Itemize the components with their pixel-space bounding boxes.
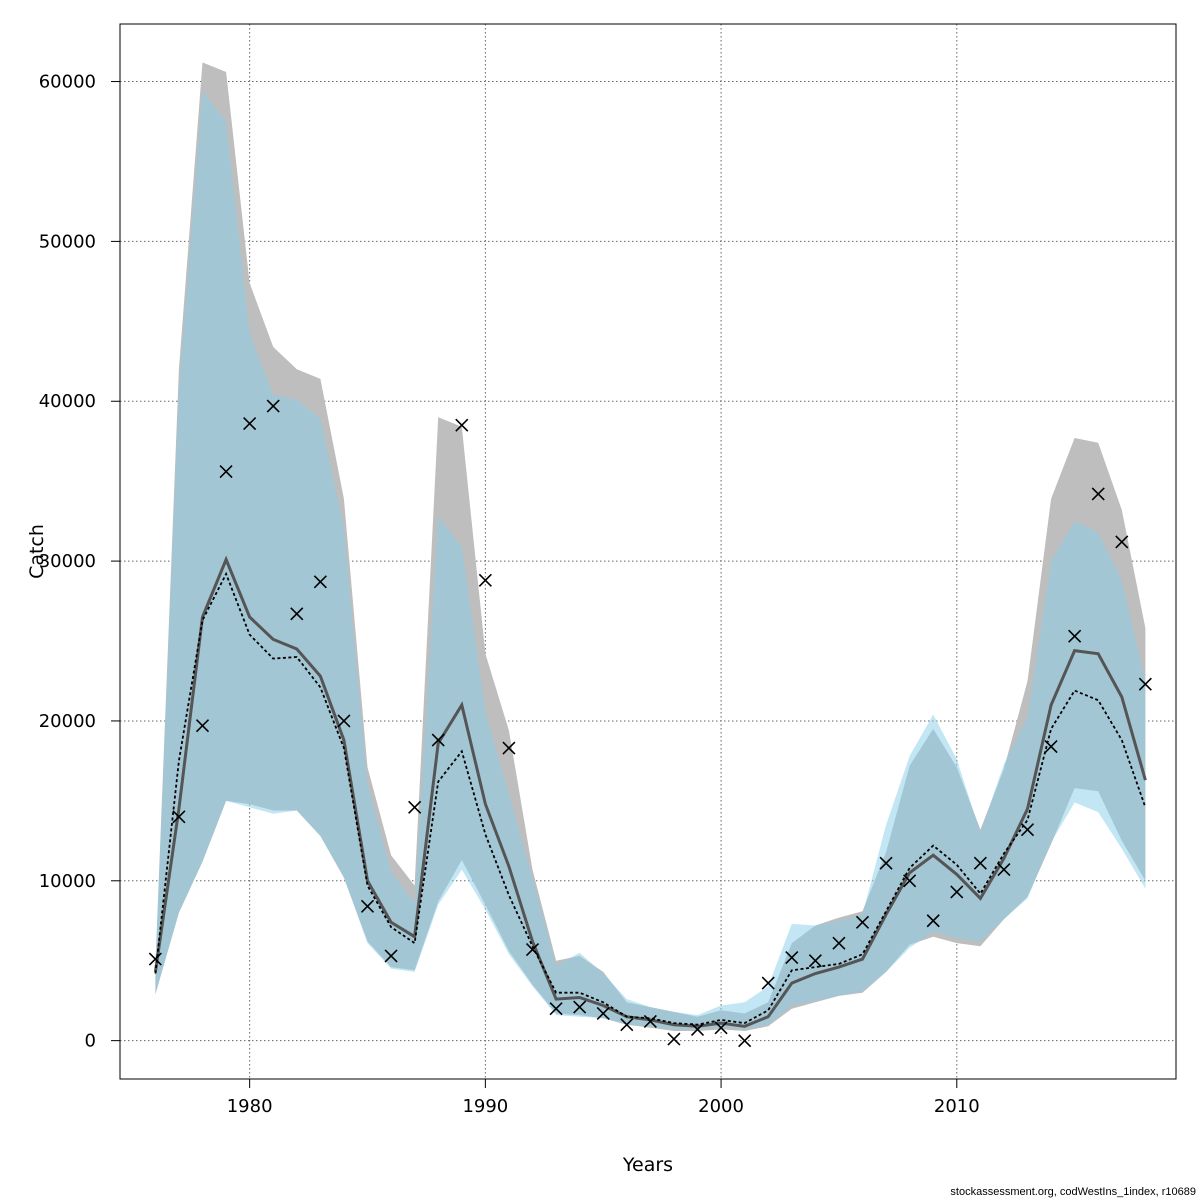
observation-point (195, 719, 210, 733)
observation-point (313, 575, 327, 589)
observation-points (148, 399, 1152, 1048)
plot-frame (119, 23, 1177, 1080)
y-tick-label: 30000 (39, 551, 96, 572)
observation-point (1068, 629, 1082, 643)
x-tick-label: 2010 (934, 1096, 980, 1117)
observation-point (408, 800, 422, 814)
observation-point (738, 1034, 752, 1048)
observation-point (855, 915, 870, 929)
y-tick-label: 50000 (39, 231, 96, 252)
confidence-bands (155, 62, 1146, 1031)
observation-point (832, 936, 846, 950)
x-tick-label: 1980 (227, 1096, 273, 1117)
observation-point (596, 1006, 610, 1021)
observation-point (549, 1002, 563, 1016)
observation-point (903, 874, 917, 888)
x-tick-label: 1990 (462, 1096, 508, 1117)
x-tick-label: 2000 (698, 1096, 744, 1117)
series-lines (153, 555, 1147, 1028)
observation-point (1115, 535, 1129, 549)
observation-point (219, 465, 233, 479)
observation-point (926, 914, 940, 928)
observation-point (266, 399, 280, 413)
y-axis-ticks: 0 10000 20000 30000 40000 50000 60000 (39, 72, 120, 1052)
observation-point (950, 885, 964, 899)
y-tick-label: 20000 (39, 711, 96, 732)
observation-point (337, 714, 351, 728)
y-axis-title: Catch (26, 524, 48, 579)
observation-point (973, 856, 987, 870)
observation-point (1020, 823, 1035, 837)
observation-point (172, 810, 186, 824)
observation-point (290, 607, 304, 621)
y-tick-label: 40000 (39, 391, 96, 412)
observation-point (360, 899, 375, 913)
observation-point (667, 1032, 681, 1046)
x-axis-ticks: 1980 1990 2000 2010 (227, 1079, 980, 1117)
observation-point (620, 1018, 634, 1032)
observation-point (1044, 739, 1058, 754)
observation-point (997, 863, 1011, 877)
y-tick-label: 60000 (39, 72, 96, 93)
observation-point (573, 1000, 587, 1014)
observation-point (243, 417, 257, 431)
observation-point (879, 856, 893, 870)
observation-point (690, 1022, 705, 1037)
observation-point (643, 1014, 657, 1029)
observation-point (431, 733, 445, 747)
credit-text: stockassessment.org, codWestIns_1index, … (950, 1186, 1196, 1198)
observation-point (455, 418, 469, 432)
x-axis-title: Years (622, 1154, 673, 1176)
line-model (154, 571, 1147, 1026)
observation-point (761, 976, 775, 990)
observation-point (808, 954, 822, 968)
observation-point (785, 950, 799, 965)
observation-point (478, 573, 492, 587)
observation-point (714, 1021, 728, 1035)
observation-point (1091, 487, 1105, 501)
observation-point (1138, 677, 1152, 691)
y-tick-label: 10000 (39, 871, 96, 892)
observation-point (148, 952, 162, 966)
observation-point (525, 942, 540, 957)
band-model (155, 91, 1146, 1030)
observation-point (502, 741, 516, 755)
observation-point (384, 949, 398, 963)
line-estimate (153, 555, 1147, 1028)
y-tick-label: 0 (85, 1031, 96, 1052)
